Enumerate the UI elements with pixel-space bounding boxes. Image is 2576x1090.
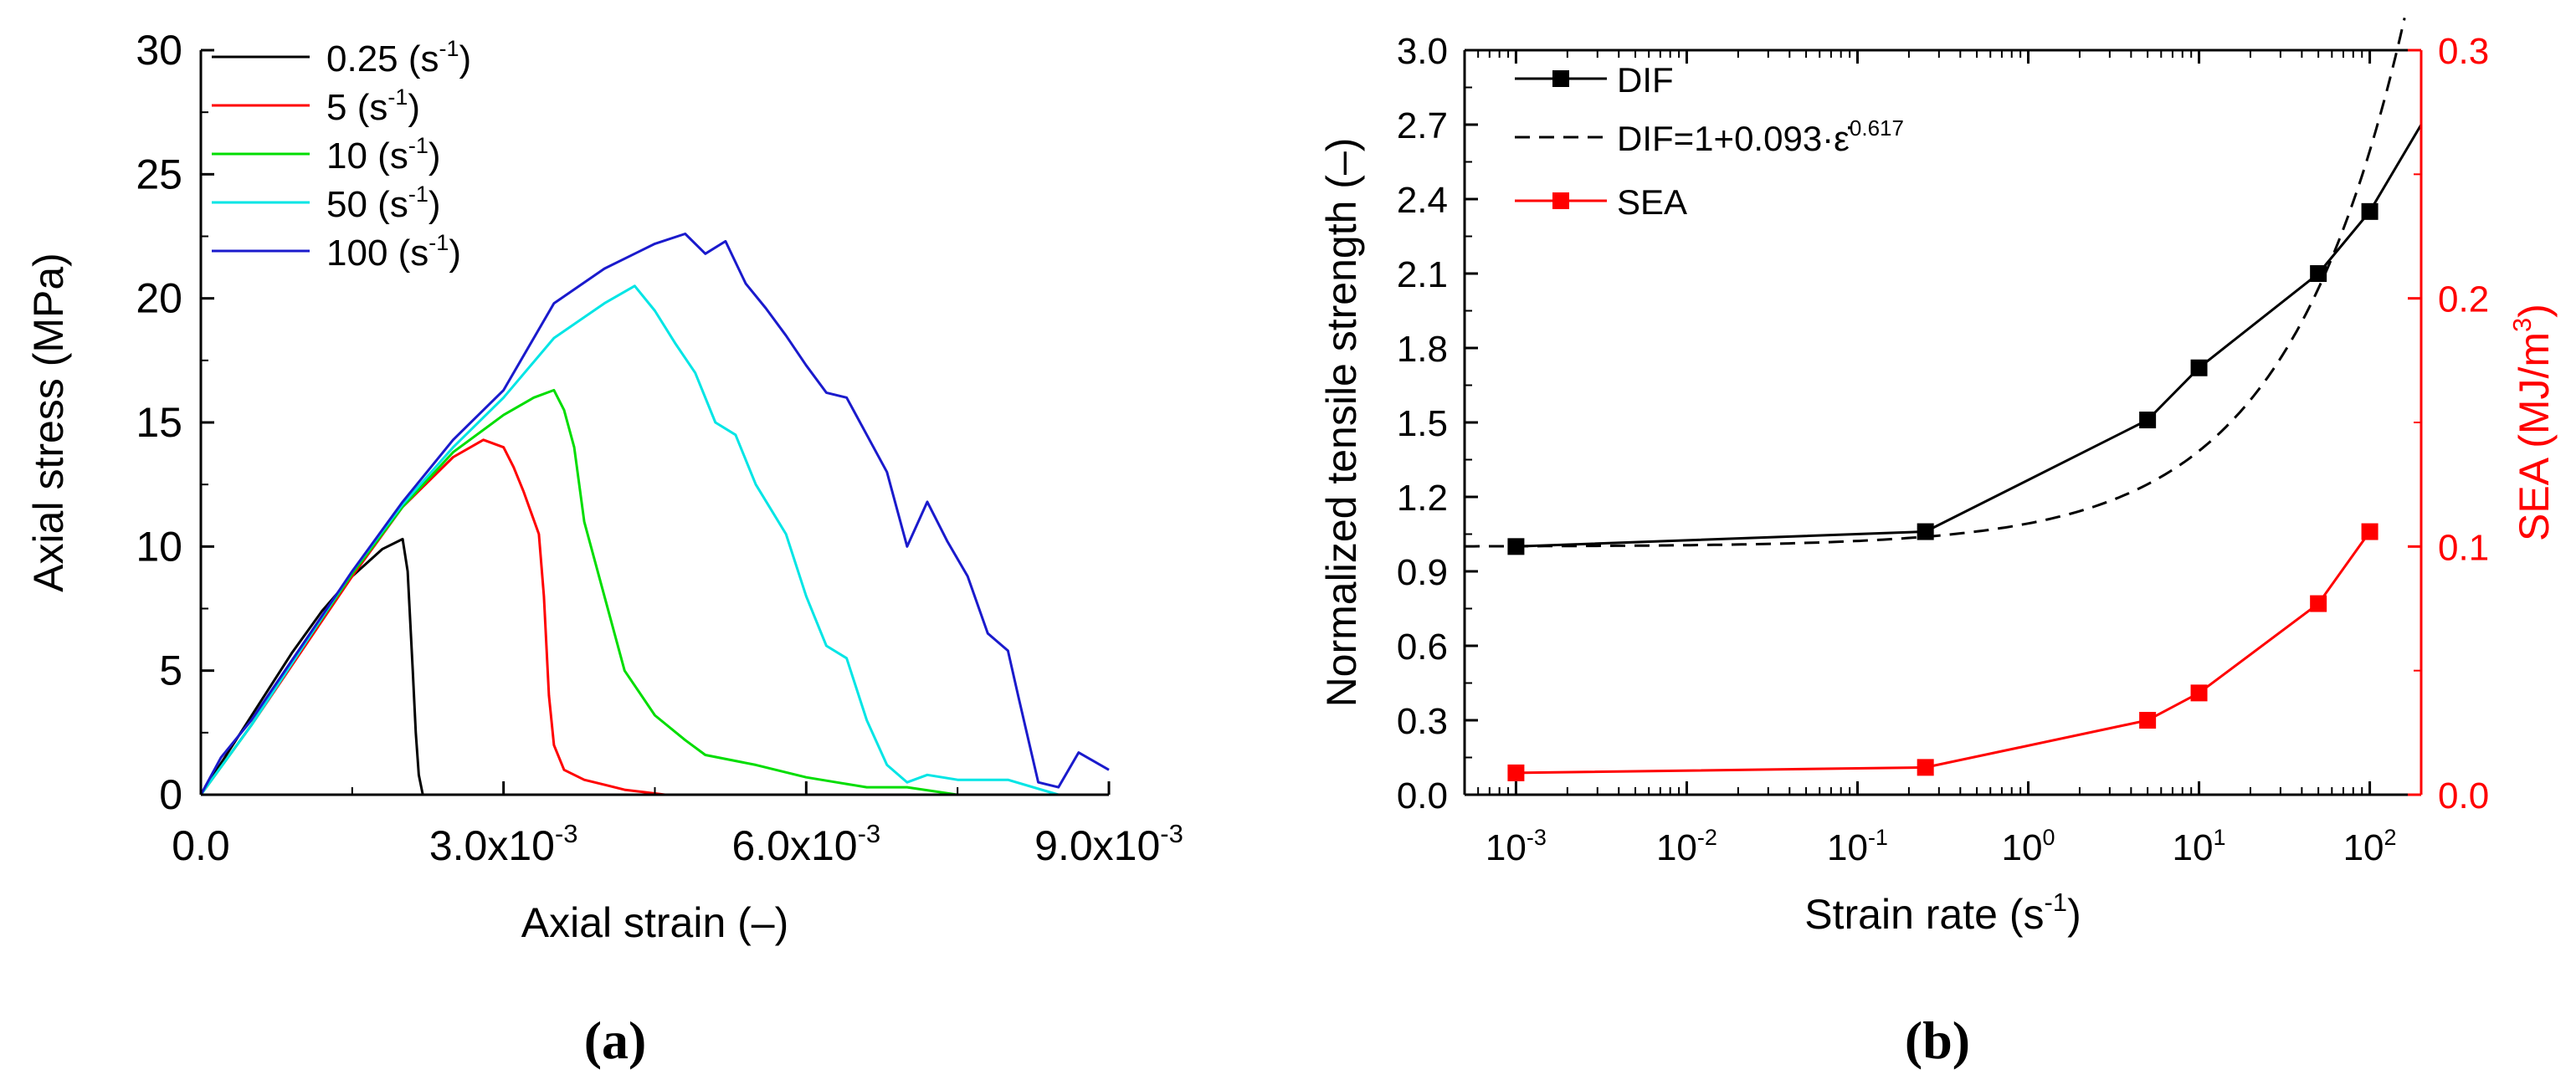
x-axis-label: Strain rate (s-1) [1804,888,2081,938]
marker-sea [1917,759,1934,776]
marker-sea [1507,764,1525,781]
legend-label-100: 100 (s-1) [326,230,461,274]
x-tick-label: 10-2 [1656,825,1717,868]
y-tick-label: 1.2 [1397,478,1448,519]
y-tick-label: 0.3 [1397,701,1448,742]
marker-dif [1917,523,1934,540]
y-tick-label: 1.8 [1397,329,1448,370]
legend-label-50: 50 (s-1) [326,182,441,225]
x-tick-label: 100 [2002,825,2055,868]
series-line-sea [1516,530,2371,775]
legend-marker-dif [1552,70,1569,87]
y2-tick-label: 0.2 [2438,279,2489,320]
y-tick-label: 3.0 [1397,31,1448,72]
y2-axis-label: SEA (MJ/m3) [2507,304,2558,541]
x-tick-label: 3.0x10-3 [429,819,578,869]
marker-sea [2190,684,2208,702]
x-tick-label: 102 [2343,825,2397,868]
x-axis-label: Axial strain (–) [521,899,789,946]
x-tick-label: 10-1 [1827,825,1888,868]
y-tick-label: 10 [136,523,182,570]
y-axis-label: Axial stress (MPa) [25,253,72,592]
y-axis-label: Normalized tensile strength (–) [1318,138,1365,708]
legend-label-dif-fit: DIF=1+0.093·ε̇0.617 [1617,115,1904,158]
y-tick-label: 0.0 [1397,775,1448,816]
x-tick-label: 10-3 [1486,825,1547,868]
marker-sea [2139,712,2157,729]
marker-dif [1507,538,1525,555]
chart-b-dif-and-sea-vs-strain-rate: 0.0 0.3 0.6 0.9 1.2 1.5 1.8 2.1 2.4 2.7 3.0 0.0 0.1 0… [1318,18,2558,1070]
y-tick-label: 5 [159,647,182,694]
x-tick-label: 6.0x10-3 [731,819,880,869]
x-tick-label: 101 [2173,825,2226,868]
marker-sea [2361,523,2378,540]
series-line-5 [199,438,665,796]
y-tick-label: 25 [136,151,182,197]
y2-tick-label: 0.3 [2438,31,2489,72]
y-tick-label: 1.5 [1397,403,1448,444]
y2-tick-label: 0.1 [2438,527,2489,568]
series-line-dif-fit [1465,18,2406,548]
x-tick-label: 9.0x10-3 [1034,819,1183,869]
y-tick-label: 30 [136,27,182,74]
panel-label-b: (b) [1905,1011,1970,1070]
marker-dif [2139,412,2157,429]
y-tick-label: 0.9 [1397,552,1448,593]
legend-label-10: 10 (s-1) [326,133,441,177]
y-tick-label: 15 [136,399,182,446]
x-tick-label: 0.0 [172,822,230,869]
marker-sea [2310,595,2327,612]
panel-label-a: (a) [584,1011,647,1070]
y-tick-label: 0.6 [1397,627,1448,668]
y-tick-label: 2.7 [1397,105,1448,146]
y2-tick-label: 0.0 [2438,775,2489,816]
legend-label-5: 5 (s-1) [326,84,420,128]
marker-dif [2190,359,2208,376]
legend-label-0.25: 0.25 (s-1) [326,36,471,79]
series-line-100 [199,233,1110,796]
legend-label-dif: DIF [1617,60,1674,100]
series-line-50 [199,284,1060,796]
legend-label-sea: SEA [1617,182,1687,222]
marker-dif [2310,265,2327,282]
y-tick-label: 20 [136,275,182,322]
series-line-10 [199,388,958,796]
y-tick-label: 0 [159,771,182,818]
chart-a-axial-stress-vs-strain: 0 5 10 15 20 25 30 0.0 3.0x10-3 6.0x10-3 9.0x10-3 A… [25,27,1183,1070]
y-tick-label: 2.4 [1397,180,1448,221]
legend-marker-sea [1552,192,1569,209]
series-line-0.25 [199,537,424,796]
marker-dif [2361,202,2378,220]
y-tick-label: 2.1 [1397,254,1448,295]
